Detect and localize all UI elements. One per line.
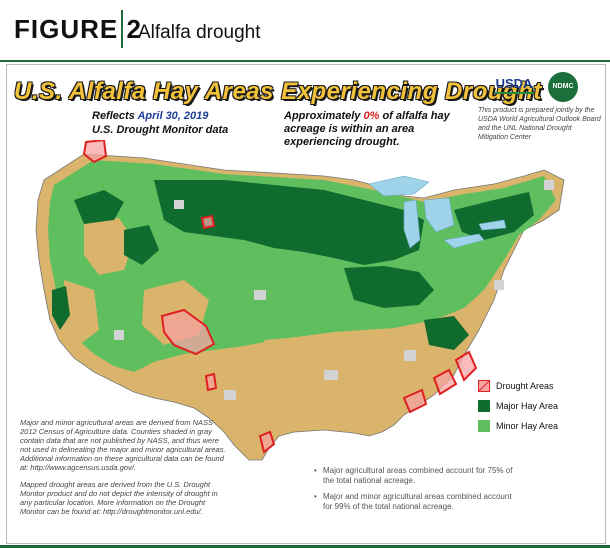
- data-note-census: Major and minor agricultural areas are d…: [20, 418, 226, 472]
- bullet-dot-icon: •: [314, 492, 317, 501]
- major-hay-north-plains: [154, 180, 424, 265]
- drought-area-southeast: [432, 368, 458, 396]
- gray-county-2: [254, 290, 266, 300]
- gray-county-5: [494, 280, 504, 290]
- legend-label-drought: Drought Areas: [496, 381, 554, 391]
- tan-west-1: [84, 218, 134, 275]
- drought-area-pacific-nw: [82, 140, 108, 164]
- drought-area-carolinas: [454, 350, 478, 382]
- reflects-prefix: Reflects: [92, 110, 135, 122]
- header-divider: [121, 10, 123, 48]
- bullet-item: • Major agricultural areas combined acco…: [314, 466, 522, 486]
- bullet-text: Major and minor agricultural areas combi…: [323, 492, 512, 511]
- lake-huron: [423, 197, 455, 233]
- major-hay-idaho: [124, 225, 159, 265]
- lake-michigan: [403, 199, 421, 249]
- legend-swatch-minor-hay: [478, 420, 490, 432]
- ndmc-logo: NDMC: [548, 72, 578, 102]
- lake-erie: [443, 233, 485, 249]
- credit-text: This product is prepared jointly by the …: [478, 107, 601, 141]
- usda-logo: USDA: [494, 76, 534, 98]
- source-line: U.S. Drought Monitor data: [92, 124, 229, 136]
- gray-county-8: [544, 180, 554, 190]
- lake-superior: [368, 175, 430, 197]
- gray-county-4: [404, 350, 416, 361]
- figure-label: FIGURE 2: [14, 14, 142, 44]
- figure-title: Alfalfa drought: [138, 22, 261, 43]
- data-note-drought: Mapped drought areas are derived from th…: [20, 480, 218, 516]
- bullet-item: • Major and minor agricultural areas com…: [314, 492, 522, 512]
- gray-county-1: [174, 200, 184, 209]
- drought-area-gulf: [402, 388, 428, 414]
- figure-header: FIGURE 2 Alfalfa drought: [0, 0, 610, 62]
- major-hay-northeast: [454, 192, 534, 240]
- reflects-date: April 30, 2019: [137, 110, 209, 122]
- usda-logo-wave: [494, 92, 534, 98]
- gray-county-6: [224, 390, 236, 400]
- major-hay-west: [74, 190, 124, 224]
- gray-county-3: [324, 370, 338, 380]
- bottom-rule: [0, 545, 610, 548]
- legend-label-major-hay: Major Hay Area: [496, 401, 559, 411]
- acreage-statement: Approximately 0% of alfalfa hay acreage …: [284, 110, 464, 149]
- legend-label-minor-hay: Minor Hay Area: [496, 421, 559, 431]
- approx-percent: 0%: [363, 110, 380, 122]
- bullet-dot-icon: •: [314, 466, 317, 475]
- approx-suffix: of alfalfa hay acreage is within an area…: [284, 110, 450, 148]
- acreage-bullets: • Major agricultural areas combined acco…: [314, 466, 522, 518]
- usda-logo-text: USDA: [495, 76, 533, 91]
- gray-county-7: [114, 330, 124, 340]
- major-hay-ca: [52, 286, 70, 330]
- map-title: U.S. Alfalfa Hay Areas Experiencing Drou…: [14, 78, 542, 105]
- reflects-line: Reflects April 30, 2019: [92, 110, 208, 122]
- legend-swatch-major-hay: [478, 400, 490, 412]
- drought-area-new-mexico: [204, 372, 218, 392]
- us-map: [35, 140, 565, 461]
- lake-ontario: [478, 219, 507, 231]
- drought-area-four-corners: [160, 308, 216, 356]
- drought-area-texas: [258, 430, 276, 454]
- drought-area-wyoming: [200, 214, 216, 230]
- tan-west-3: [64, 280, 99, 345]
- drought-areas: [82, 140, 478, 454]
- approx-prefix: Approximately: [284, 110, 361, 122]
- tan-south-mid: [264, 335, 364, 390]
- major-hay-midwest: [344, 266, 434, 308]
- major-hay-southeast: [424, 316, 469, 350]
- bullet-text: Major agricultural areas combined accoun…: [323, 466, 513, 485]
- legend-swatch-drought: [478, 380, 490, 392]
